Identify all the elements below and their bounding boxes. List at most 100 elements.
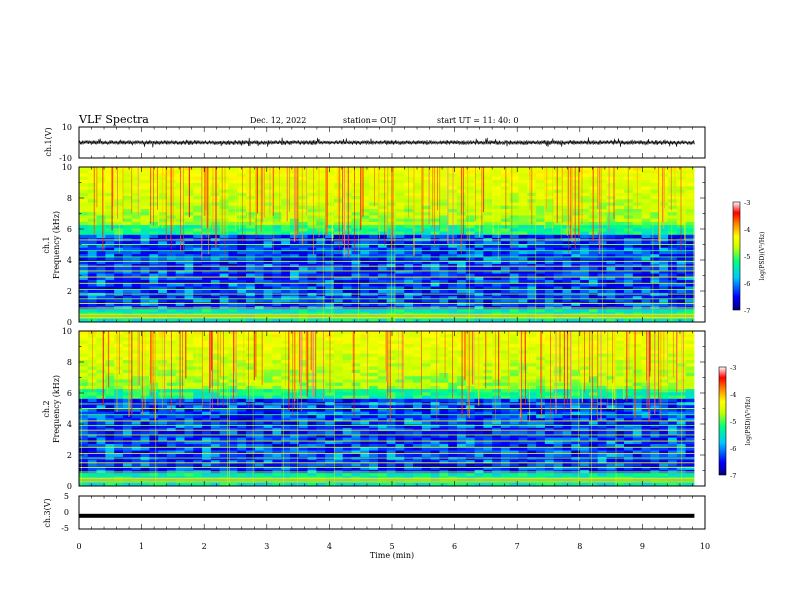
ch1-spec-cell <box>79 212 89 216</box>
ch1-spec-cell <box>237 296 247 300</box>
ch2-spec-cell <box>228 334 238 338</box>
ch1-spec-cell <box>509 260 519 265</box>
ch1-spec-cell <box>685 309 695 313</box>
ch1-spec-cell <box>246 167 256 171</box>
ch1-spec-cell <box>131 283 141 287</box>
ch2-spec-cell <box>386 347 396 351</box>
ch1-spec-cell <box>96 273 106 278</box>
ch1-spec-cell <box>404 260 414 265</box>
ch2-spec-cell <box>571 372 581 377</box>
ch2-spec-cell <box>114 337 124 342</box>
ch1-spec-cell <box>676 286 686 291</box>
ch1-spec-cell <box>430 280 440 284</box>
ch1-spec-cell <box>465 283 475 287</box>
ch1-spec-cell <box>518 283 528 287</box>
ch1-spec-cell <box>562 267 572 271</box>
ch2-spec-cell <box>263 337 273 342</box>
ch2-spec-cell <box>386 350 396 355</box>
ch1-spec-cell <box>685 296 695 300</box>
ch1-spec-cell <box>281 189 291 194</box>
ch1-spec-cell <box>122 241 133 245</box>
ch1-spec-cell <box>606 205 616 210</box>
ch1-spec-cell <box>360 176 370 181</box>
ch2-spec-cell <box>500 331 511 335</box>
ch1-spec-cell <box>395 205 405 210</box>
ch1-spec-cell <box>659 247 669 252</box>
ch1-spec-cell <box>140 241 150 245</box>
ch2-spec-cell <box>597 379 607 384</box>
ch1-spectrogram-ticks <box>78 166 706 323</box>
ch1-spec-cell <box>158 273 168 278</box>
ch1-spec-cell <box>272 205 282 210</box>
ch2-spec-cell <box>492 379 502 384</box>
ch1-spec-cell <box>518 318 528 323</box>
ch2-spec-cell <box>158 343 168 348</box>
ch1-spec-cell <box>659 244 669 249</box>
ch2-spec-cell <box>553 356 563 361</box>
ch2-spec-cell <box>79 331 89 335</box>
ch1-spec-cell <box>140 292 150 297</box>
ch1-spec-cell <box>298 176 308 181</box>
ch1-spec-cell <box>413 263 423 268</box>
ch1-spectrogram-image <box>79 167 705 323</box>
ch1-spec-cell <box>395 309 405 313</box>
ch1-spec-cell <box>492 309 502 313</box>
ch2-spec-cell <box>500 382 511 387</box>
ch1-spec-cell <box>298 247 308 252</box>
ch2-spec-cell <box>184 334 194 338</box>
ch1-spec-cell <box>615 215 625 220</box>
ch1-spec-cell <box>272 270 282 274</box>
ch1-spec-cell <box>184 286 194 291</box>
ch1-spec-cell <box>685 179 695 184</box>
ch2-spec-cell <box>342 366 352 371</box>
ch2-spec-cell <box>149 340 159 345</box>
ch1-spec-cell <box>105 267 115 271</box>
ch2-spec-cell <box>430 350 440 355</box>
ch1-spec-cell <box>439 250 449 255</box>
ch2-spec-cell <box>632 372 643 377</box>
ch2-spec-cell <box>676 360 686 364</box>
ch2-spec-cell <box>571 343 581 348</box>
ch1-spec-cell <box>307 241 317 245</box>
ch1-spec-cell <box>237 225 247 229</box>
ch1-spec-cell <box>544 218 555 223</box>
ch1-spec-cell <box>518 292 528 297</box>
ch2-spec-cell <box>184 366 194 371</box>
ch1-spec-cell <box>553 273 563 278</box>
ch1-spec-cell <box>202 299 212 304</box>
ch1-spec-cell <box>325 280 335 284</box>
ch2-spec-cell <box>624 356 634 361</box>
ch2-spec-cell <box>79 350 89 355</box>
ch2-spec-cell <box>202 347 212 351</box>
ch1-spec-cell <box>228 280 238 284</box>
ch2-spec-cell <box>369 356 379 361</box>
ch1-spec-cell <box>483 250 493 255</box>
ch1-spec-cell <box>421 196 432 200</box>
ch1-spec-cell <box>518 221 528 226</box>
ch1-spec-cell <box>624 309 634 313</box>
ch1-spec-cell <box>615 179 625 184</box>
ch1-spec-cell <box>246 192 256 197</box>
ch1-spec-cell <box>676 221 686 226</box>
ch2-spec-cell <box>553 353 563 358</box>
ch2-spec-cell <box>395 337 405 342</box>
ch2-spec-cell <box>667 369 678 374</box>
ch1-spec-cell <box>395 296 405 300</box>
ch2-spec-cell <box>342 350 352 355</box>
ch1-spec-cell <box>518 286 528 291</box>
ch1-spec-cell <box>87 283 97 287</box>
ch1-spec-cell <box>518 196 528 200</box>
ch1-spec-cell <box>298 273 308 278</box>
ch1-spec-cell <box>632 286 643 291</box>
ch1-spec-cell <box>307 309 317 313</box>
ch1-spec-cell <box>140 225 150 229</box>
ch1-spec-cell <box>527 228 537 232</box>
ch1-spec-cell <box>246 221 256 226</box>
ch1-spec-cell <box>413 225 423 229</box>
ch1-spec-cell <box>298 199 308 203</box>
ch1-spec-cell <box>325 218 335 223</box>
ch1-spec-cell <box>676 225 686 229</box>
ch1-spec-cell <box>483 192 493 197</box>
ch2-spec-cell <box>333 360 344 364</box>
ch1-spec-cell <box>184 260 194 265</box>
